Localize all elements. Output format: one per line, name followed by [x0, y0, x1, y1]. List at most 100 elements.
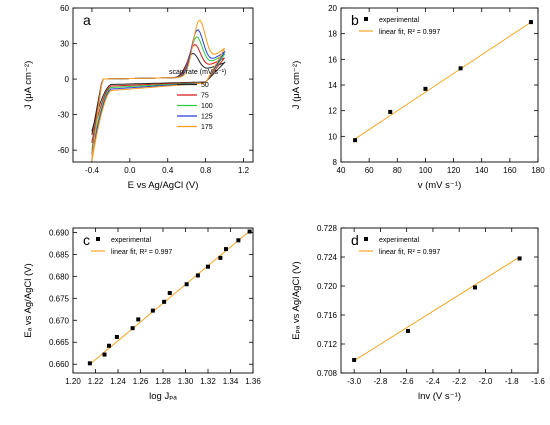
x-tick-label: 40	[337, 166, 346, 175]
data-point	[423, 86, 428, 91]
legend-label-fit: linear fit, R² = 0.997	[379, 249, 440, 256]
y-tick-label: 0.685	[49, 250, 70, 259]
data-point	[167, 291, 172, 296]
y-tick-label: 8	[333, 158, 338, 167]
x-tick-label: 0.4	[162, 166, 174, 175]
data-point	[352, 357, 357, 362]
panel-label: a	[83, 12, 91, 28]
x-tick-label: 0.0	[124, 166, 136, 175]
chart-panel-c: 1.20 1.22 1.24 1.26 1.28 1.30 1.32 1.34 1.36 0.66…	[23, 227, 261, 402]
x-tick-label: -2.2	[452, 377, 466, 386]
fit-line	[354, 21, 532, 140]
legend-label-125: 125	[201, 114, 213, 121]
chart-panel-d: -3.0 -2.8 -2.6 -2.4 -2.2 -2.0 -1.8 -1.6 0.708 0.7…	[291, 224, 545, 402]
plot-frame	[72, 7, 254, 163]
x-tick-label: -3.0	[347, 377, 361, 386]
y-tick-label: 0.716	[317, 311, 338, 320]
data-point	[224, 247, 228, 252]
legend-title: scan rate (mV s⁻¹)	[169, 69, 226, 76]
x-tick-label: -2.8	[374, 377, 388, 386]
x-tick-label: -2.6	[400, 377, 414, 386]
legend-label-50: 50	[201, 82, 209, 89]
fit-line	[89, 230, 250, 365]
y-tick-label: 30	[60, 40, 69, 49]
data-point	[528, 20, 533, 25]
y-tick-label: -60	[57, 146, 69, 155]
chart-panel-b: 40 60 80 100 120 140 160 180 8 10 12 14 16 18 20 v (mV …	[291, 4, 545, 191]
x-tick-label: 120	[447, 166, 461, 175]
cv-series-175	[91, 19, 226, 161]
fit-line	[353, 256, 520, 362]
data-point	[136, 317, 141, 322]
y-tick-label: 0.665	[49, 338, 70, 347]
data-point	[458, 66, 463, 71]
legend-marker-experimental	[364, 237, 368, 241]
legend-label-100: 100	[201, 103, 213, 110]
data-point	[206, 264, 210, 269]
legend-label-fit: linear fit, R² = 0.997	[379, 29, 440, 36]
x-tick-label: 1.24	[110, 377, 126, 386]
data-point	[388, 109, 393, 114]
y-tick-label: 20	[328, 4, 337, 13]
x-tick-label: 140	[475, 166, 489, 175]
legend-marker-experimental	[364, 17, 368, 21]
data-point	[218, 255, 223, 260]
x-tick-label: 160	[503, 166, 517, 175]
data-point	[236, 238, 241, 243]
x-tick-label: 1.32	[200, 377, 216, 386]
data-point	[107, 343, 111, 348]
data-point	[405, 328, 410, 333]
data-point	[162, 299, 167, 304]
y-tick-label: 0.708	[317, 369, 338, 378]
x-axis-label: lnv (V s⁻¹)	[418, 391, 461, 402]
y-tick-label: 0	[65, 75, 70, 84]
data-point	[87, 361, 92, 366]
data-point	[472, 285, 477, 290]
y-tick-label: 14	[328, 81, 337, 90]
data-point	[195, 273, 200, 278]
panel-label: b	[351, 12, 359, 28]
x-axis-label: v (mV s⁻¹)	[418, 180, 462, 191]
data-point	[184, 282, 189, 287]
x-tick-label: 1.2	[238, 166, 250, 175]
legend-label-experimental: experimental	[379, 237, 420, 244]
x-tick-label: 1.36	[245, 377, 261, 386]
panel-label: d	[351, 232, 359, 248]
y-axis-label: J (μA cm⁻²)	[291, 61, 302, 109]
x-tick-label: 1.20	[65, 377, 81, 386]
data-point	[247, 229, 252, 234]
x-axis-label: E vs Ag/AgCl (V)	[128, 180, 199, 191]
x-tick-label: -2.4	[426, 377, 440, 386]
legend-label-175: 175	[201, 124, 213, 131]
y-tick-label: 16	[328, 55, 337, 64]
y-axis-label: Eₚₐ vs Ag/AgCl (V)	[291, 261, 302, 339]
chart-panel-a: -0.4 0.0 0.4 0.8 1.2 -60 -30 0 30 60 E vs Ag/AgCl …	[23, 4, 254, 191]
y-tick-label: 12	[328, 107, 337, 116]
x-axis-label: log Jₚₐ	[149, 391, 177, 402]
y-tick-label: 10	[328, 132, 337, 141]
x-tick-label: 1.34	[223, 377, 239, 386]
y-tick-label: -30	[57, 111, 69, 120]
y-tick-label: 0.680	[49, 272, 70, 281]
x-tick-label: 100	[419, 166, 433, 175]
x-tick-label: 180	[531, 166, 545, 175]
legend-label-fit: linear fit, R² = 0.997	[111, 249, 172, 256]
x-tick-label: -0.4	[85, 166, 99, 175]
x-tick-label: 1.28	[155, 377, 171, 386]
data-point	[353, 138, 358, 143]
x-tick-label: 1.30	[178, 377, 194, 386]
data-point	[130, 326, 135, 331]
x-tick-label: -1.6	[531, 377, 545, 386]
y-tick-label: 0.712	[317, 340, 338, 349]
plot-frame	[340, 227, 539, 374]
x-tick-label: -2.0	[479, 377, 493, 386]
x-tick-label: -1.8	[505, 377, 519, 386]
y-tick-label: 0.675	[49, 294, 70, 303]
y-tick-label: 0.724	[317, 253, 338, 262]
x-tick-label: 1.26	[133, 377, 149, 386]
panel-label: c	[83, 232, 90, 248]
y-tick-label: 0.720	[317, 282, 338, 291]
data-point	[150, 308, 155, 313]
